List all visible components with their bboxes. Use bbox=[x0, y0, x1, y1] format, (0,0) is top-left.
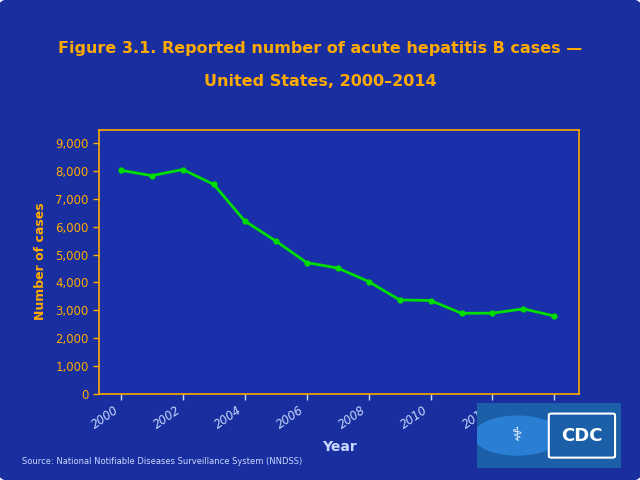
Text: Figure 3.1. Reported number of acute hepatitis B cases —: Figure 3.1. Reported number of acute hep… bbox=[58, 40, 582, 56]
FancyBboxPatch shape bbox=[468, 401, 629, 470]
Text: Source: National Notifiable Diseases Surveillance System (NNDSS): Source: National Notifiable Diseases Sur… bbox=[22, 457, 303, 466]
Text: ⚕: ⚕ bbox=[512, 426, 522, 445]
FancyBboxPatch shape bbox=[548, 414, 615, 457]
X-axis label: Year: Year bbox=[322, 440, 356, 454]
Circle shape bbox=[474, 416, 561, 455]
Y-axis label: Number of cases: Number of cases bbox=[34, 203, 47, 321]
Text: United States, 2000–2014: United States, 2000–2014 bbox=[204, 74, 436, 89]
Text: CDC: CDC bbox=[561, 427, 603, 444]
